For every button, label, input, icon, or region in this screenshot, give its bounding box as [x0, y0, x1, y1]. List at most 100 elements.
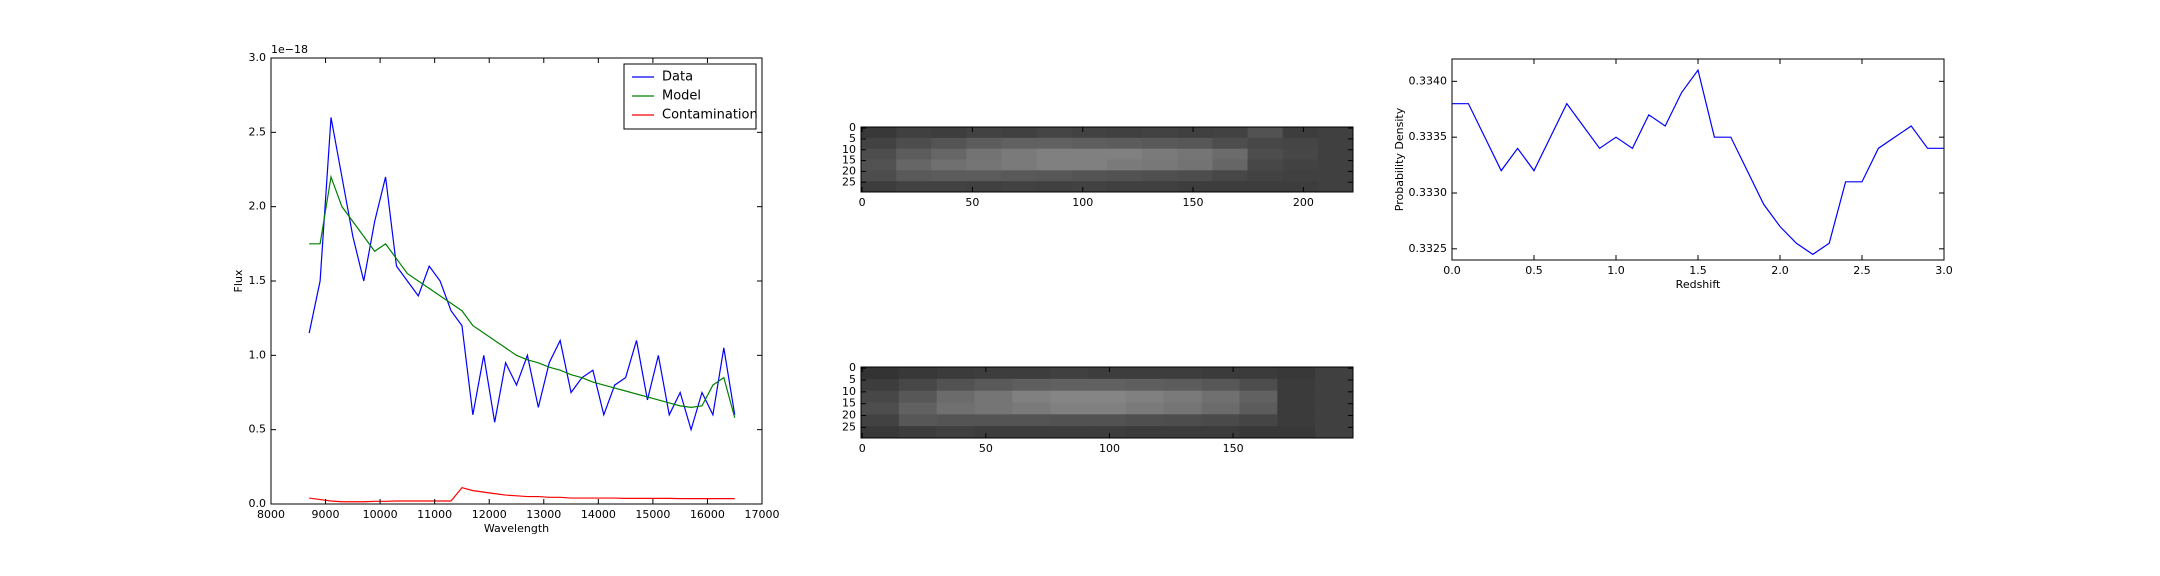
y-tick-label: 15 [842, 397, 856, 410]
heatmap-cell [1088, 414, 1127, 427]
x-tick-label: 16000 [690, 508, 725, 521]
heatmap-cell [1107, 148, 1143, 160]
heatmap-cell [1212, 159, 1249, 171]
heatmap-cell [1012, 390, 1051, 403]
heatmap-cell [1282, 170, 1319, 182]
heatmap-cell [1125, 426, 1165, 438]
heatmap-cell [1315, 402, 1353, 415]
heatmap-cell [1277, 426, 1316, 438]
y-tick-label: 5 [849, 132, 856, 145]
y-tick-label: 0.3335 [1409, 130, 1448, 143]
heatmap-cell [1036, 137, 1073, 150]
heatmap-cell [861, 127, 897, 139]
y-tick-label: 0.5 [249, 423, 267, 436]
legend-label: Model [662, 89, 701, 104]
heatmap-cell [1001, 127, 1038, 139]
heatmap-cell [1163, 402, 1203, 415]
y-tick-label: 1.0 [249, 348, 267, 361]
heatmap-cell [936, 390, 976, 403]
heatmap-cell [1142, 159, 1178, 171]
heatmap-cell [898, 414, 938, 427]
heatmap-cell [1277, 414, 1316, 427]
heatmap-cell [1212, 137, 1249, 150]
heatmap-cell [966, 137, 1003, 150]
heatmap-cell [1088, 390, 1127, 403]
heatmap-cell [1315, 367, 1353, 380]
heatmap-cell [1107, 127, 1143, 139]
y-tick-label: 20 [842, 164, 856, 177]
heatmap-cell [931, 181, 967, 192]
x-tick-label: 3.0 [1935, 264, 1953, 277]
heatmap-cell [1071, 170, 1108, 182]
heatmap-cell [966, 181, 1003, 192]
heatmap-cell [898, 367, 938, 380]
x-tick-label: 50 [965, 196, 979, 209]
heatmap-cell [1315, 414, 1353, 427]
heatmap-cell [1177, 148, 1213, 160]
heatmap-cell [974, 378, 1013, 392]
heatmap-cell [966, 127, 1003, 139]
legend-label: Data [662, 70, 693, 85]
heatmap-cell [1282, 127, 1319, 139]
heatmap-cell [1071, 137, 1108, 150]
heatmap-cell [861, 181, 897, 192]
heatmap-cell [1282, 159, 1319, 171]
heatmap-cell [1088, 367, 1127, 380]
heatmap-cell [1317, 170, 1353, 182]
heatmap-cell [896, 148, 932, 160]
heatmap-cell [861, 414, 900, 427]
heatmap-cell [1050, 367, 1089, 380]
heatmap-cell [1247, 148, 1284, 160]
heatmap-cell [1071, 127, 1108, 139]
y-tick-label: 0.3325 [1409, 242, 1448, 255]
heatmap-cell [898, 378, 938, 392]
x-axis-label: Wavelength [484, 522, 549, 535]
x-tick-label: 0.5 [1525, 264, 1543, 277]
x-tick-label: 13000 [526, 508, 561, 521]
heatmap-cell [1201, 390, 1240, 403]
heatmap-cell [1247, 159, 1284, 171]
heatmap-cell [1201, 378, 1240, 392]
heatmap-cell [1107, 170, 1143, 182]
heatmap-cell [896, 127, 932, 139]
heatmap-cell [1212, 148, 1249, 160]
plot-area [861, 127, 1353, 192]
heatmap-cell [974, 402, 1013, 415]
heatmap-cell [1088, 426, 1127, 438]
x-tick-label: 14000 [581, 508, 616, 521]
heatmap-cell [896, 137, 932, 150]
y-tick-label: 3.0 [249, 51, 267, 64]
x-tick-label: 100 [1072, 196, 1093, 209]
heatmap-cell [1239, 402, 1278, 415]
y-tick-label: 2.0 [249, 200, 267, 213]
axes-frame [860, 126, 1354, 193]
heatmap-cell [1088, 402, 1127, 415]
heatmap-cell [974, 426, 1013, 438]
heatmap-cell [896, 170, 932, 182]
x-axis-label: Redshift [1676, 278, 1721, 291]
heatmap-cell [1247, 127, 1284, 139]
heatmap-cell [1317, 148, 1353, 160]
heatmap-cell [1125, 402, 1165, 415]
heatmap-cell [1239, 378, 1278, 392]
heatmap-cell [1050, 390, 1089, 403]
heatmap-cell [1177, 137, 1213, 150]
heatmap-cell [861, 402, 900, 415]
y-tick-label: 1.5 [249, 274, 267, 287]
heatmap-cell [1012, 367, 1051, 380]
heatmap-cell [861, 367, 900, 380]
y-tick-label: 10 [842, 143, 856, 156]
x-tick-label: 12000 [472, 508, 507, 521]
heatmap-cell [1239, 426, 1278, 438]
x-tick-label: 1.0 [1607, 264, 1625, 277]
y-tick-label: 0.3330 [1409, 186, 1448, 199]
heatmap-cell [1315, 390, 1353, 403]
heatmap-cell [1177, 127, 1213, 139]
heatmap-cell [974, 414, 1013, 427]
plot-area [1452, 68, 1944, 256]
x-tick-label: 0 [859, 442, 866, 455]
heatmap-cell [1012, 414, 1051, 427]
heatmap-cell [1050, 402, 1089, 415]
y-tick-label: 0 [849, 121, 856, 134]
